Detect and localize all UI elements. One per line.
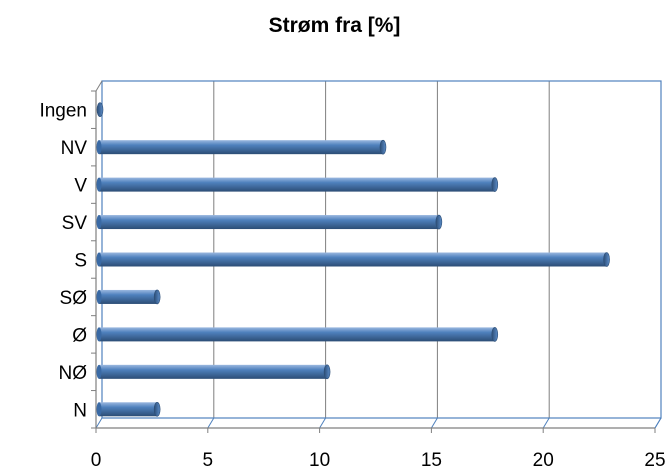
bar-cap (153, 401, 161, 417)
bar-body (99, 402, 158, 417)
y-tick-label: SØ (60, 288, 88, 309)
bar-NØ (96, 364, 331, 380)
bar-base (96, 289, 102, 304)
x-tick-label: 10 (309, 450, 330, 471)
bar-body (99, 215, 439, 230)
bar-NV (96, 139, 387, 155)
bar-base (96, 402, 102, 417)
floor-right-edge (654, 417, 662, 429)
bar-V (96, 177, 499, 192)
x-tick-label: 0 (91, 450, 102, 471)
x-tick-label: 20 (533, 450, 554, 471)
bar-body (99, 289, 158, 304)
bar-base (96, 140, 102, 155)
chart-title: Strøm fra [%] (268, 14, 401, 37)
floor-gridline (430, 417, 438, 429)
y-tick-label: NV (61, 138, 88, 159)
bar-body (99, 177, 495, 192)
y-tick-label: N (73, 400, 87, 421)
bar-SV (96, 214, 443, 230)
bar-SØ (96, 289, 161, 305)
x-tick-label: 15 (421, 450, 442, 471)
bar-base (96, 252, 102, 267)
floor-gridline (207, 417, 215, 429)
bar-base (96, 177, 102, 192)
bar-Ø (96, 327, 499, 342)
y-tick-label: V (74, 176, 87, 197)
tick-labels: N NØ Ø SØ S SV V NV Ingen 0 5 10 15 20 25 (39, 101, 665, 471)
bar-body (99, 364, 328, 379)
y-tick-label: NØ (59, 363, 88, 384)
bar-base (96, 215, 102, 230)
bar-body (99, 140, 383, 155)
bar-body (99, 252, 607, 267)
x-tick-label: 25 (644, 450, 665, 471)
y-tick-label: S (74, 251, 87, 272)
bar-base (96, 364, 102, 379)
floor-gridline (319, 417, 327, 429)
bar-body (99, 327, 495, 342)
bar-N (96, 401, 161, 417)
bars (96, 102, 610, 417)
bar-base (96, 327, 102, 342)
bar-cap (379, 139, 387, 155)
floor-gridline (95, 417, 103, 429)
floor-gridline (542, 417, 550, 429)
bar-cap (603, 252, 610, 267)
x-tick-label: 5 (203, 450, 214, 471)
bar-cap (96, 102, 104, 118)
axes (91, 80, 662, 433)
bar-S (96, 252, 610, 267)
bar-cap (323, 364, 331, 380)
y-tick-label: Ø (72, 325, 87, 346)
bar-cap (153, 289, 161, 305)
y-axis-top (95, 80, 103, 92)
bar-Ingen (96, 102, 104, 118)
bar-cap (435, 214, 443, 230)
bar-cap (491, 327, 499, 342)
y-tick-label: SV (62, 213, 88, 234)
y-tick-label: Ingen (39, 101, 87, 122)
bar-cap (491, 177, 499, 192)
